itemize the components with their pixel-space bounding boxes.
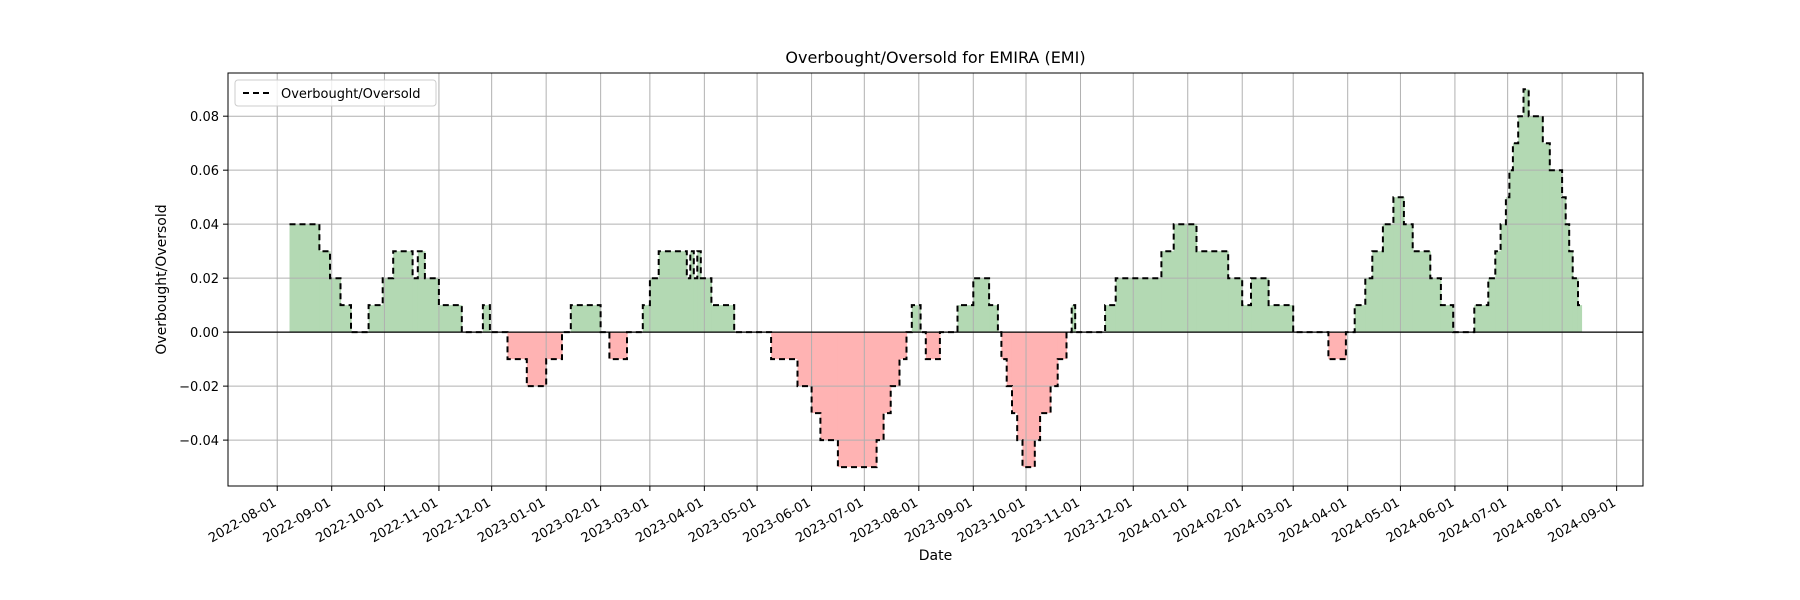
overbought-fill bbox=[1430, 278, 1442, 333]
oversold-fill bbox=[1040, 332, 1052, 414]
oversold-fill bbox=[1011, 332, 1018, 414]
oversold-fill bbox=[797, 332, 813, 387]
overbought-fill bbox=[319, 251, 331, 333]
oversold-fill bbox=[609, 332, 628, 360]
overbought-fill bbox=[368, 305, 384, 333]
x-axis-label: Date bbox=[919, 548, 952, 564]
oversold-fill bbox=[899, 332, 908, 360]
overbought-fill bbox=[1440, 305, 1454, 333]
oversold-fill bbox=[771, 332, 799, 360]
overbought-fill bbox=[1512, 143, 1519, 333]
overbought-fill bbox=[1268, 305, 1294, 333]
legend-box bbox=[234, 79, 437, 107]
y-axis-ticks: −0.04 −0.02 0.00 0.02 0.04 0.06 0.08 bbox=[179, 110, 228, 449]
overbought-fill bbox=[1412, 251, 1431, 333]
overbought-fill bbox=[329, 278, 342, 333]
overbought-fill bbox=[1562, 197, 1567, 333]
overbought-fill bbox=[1071, 305, 1076, 333]
overbought-fill bbox=[570, 305, 602, 333]
overbought-fill bbox=[989, 305, 999, 333]
overbought-fill bbox=[1251, 278, 1270, 333]
oversold-fill bbox=[811, 332, 821, 414]
series-line-group bbox=[289, 88, 1582, 469]
y-tick-label: 0.08 bbox=[190, 110, 219, 125]
oversold-fill bbox=[883, 332, 892, 414]
overbought-fill bbox=[1228, 278, 1243, 333]
overbought-fill bbox=[417, 251, 426, 333]
overbought-fill bbox=[700, 278, 712, 333]
oversold-fill bbox=[1050, 332, 1059, 387]
overbought-fill bbox=[1523, 89, 1530, 333]
oversold-fill bbox=[1022, 332, 1036, 468]
overbought-fill bbox=[482, 305, 491, 333]
y-tick-label: 0.00 bbox=[190, 326, 219, 341]
y-tick-label: −0.02 bbox=[179, 380, 219, 395]
overbought-fill bbox=[1577, 305, 1583, 333]
overbought-fill bbox=[1115, 278, 1162, 333]
area-fills bbox=[289, 89, 1583, 468]
legend: Overbought/Oversold bbox=[234, 79, 437, 107]
oversold-fill bbox=[526, 332, 547, 387]
overbought-fill bbox=[649, 278, 660, 333]
oversold-fill bbox=[1057, 332, 1068, 360]
overbought-fill bbox=[1572, 278, 1579, 333]
overbought-fill bbox=[1196, 251, 1229, 333]
overbought-fill bbox=[1161, 251, 1175, 333]
overbought-fill bbox=[424, 278, 440, 333]
overbought-fill bbox=[642, 305, 651, 333]
overbought-fill bbox=[1365, 278, 1373, 333]
overbought-fill bbox=[438, 305, 463, 333]
overbought-fill bbox=[1549, 170, 1563, 333]
overbought-fill bbox=[957, 305, 974, 333]
overbought-fill bbox=[1542, 143, 1551, 333]
overbought-fill bbox=[1393, 197, 1405, 333]
overbought-fill bbox=[690, 251, 695, 333]
overbought-fill bbox=[1509, 170, 1514, 333]
plot-frame bbox=[227, 72, 1644, 487]
overbought-fill bbox=[412, 278, 419, 333]
overbought-fill bbox=[911, 305, 922, 333]
y-tick-label: −0.04 bbox=[179, 434, 219, 449]
overbought-fill bbox=[686, 278, 691, 333]
overbought-fill bbox=[1569, 251, 1574, 333]
oversold-fill bbox=[546, 332, 563, 360]
overbought-fill bbox=[340, 305, 352, 333]
overbought-fill bbox=[393, 251, 414, 333]
overbought-fill bbox=[693, 278, 698, 333]
overbought-fill bbox=[382, 278, 394, 333]
overbought-fill bbox=[973, 278, 990, 333]
overbought-fill bbox=[1105, 305, 1117, 333]
overbought-fill bbox=[1474, 305, 1489, 333]
chart-title: Overbought/Oversold for EMIRA (EMI) bbox=[785, 48, 1085, 67]
overbought-fill bbox=[711, 305, 735, 333]
oversold-fill bbox=[890, 332, 901, 387]
overbought-fill bbox=[1242, 305, 1252, 333]
oversold-fill bbox=[1328, 332, 1347, 360]
overbought-fill bbox=[697, 251, 702, 333]
overbought-fill bbox=[1354, 305, 1366, 333]
overbought-fill bbox=[658, 251, 688, 333]
oversold-fill bbox=[507, 332, 528, 360]
y-axis-label: Overbought/Oversold bbox=[154, 204, 170, 354]
overbought-fill bbox=[1372, 251, 1384, 333]
overbought-fill bbox=[1495, 251, 1502, 333]
oversold-fill bbox=[837, 332, 878, 468]
y-tick-label: 0.04 bbox=[190, 218, 219, 233]
oversold-fill bbox=[925, 332, 941, 360]
oversold-fill bbox=[1001, 332, 1008, 360]
overbought-oversold-line bbox=[289, 88, 1582, 469]
y-tick-label: 0.06 bbox=[190, 164, 219, 179]
oversold-fill bbox=[1006, 332, 1013, 387]
y-tick-label: 0.02 bbox=[190, 272, 219, 287]
legend-entry: Overbought/Oversold bbox=[281, 87, 421, 102]
overbought-fill bbox=[1488, 278, 1496, 333]
